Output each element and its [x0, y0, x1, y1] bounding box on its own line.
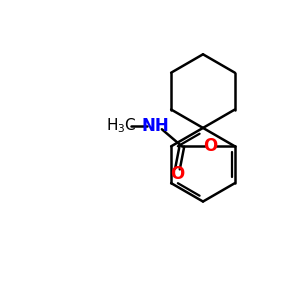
Text: O: O	[203, 137, 217, 155]
Text: O: O	[170, 165, 184, 183]
Text: H$_3$C: H$_3$C	[106, 116, 137, 135]
Text: NH: NH	[142, 117, 169, 135]
